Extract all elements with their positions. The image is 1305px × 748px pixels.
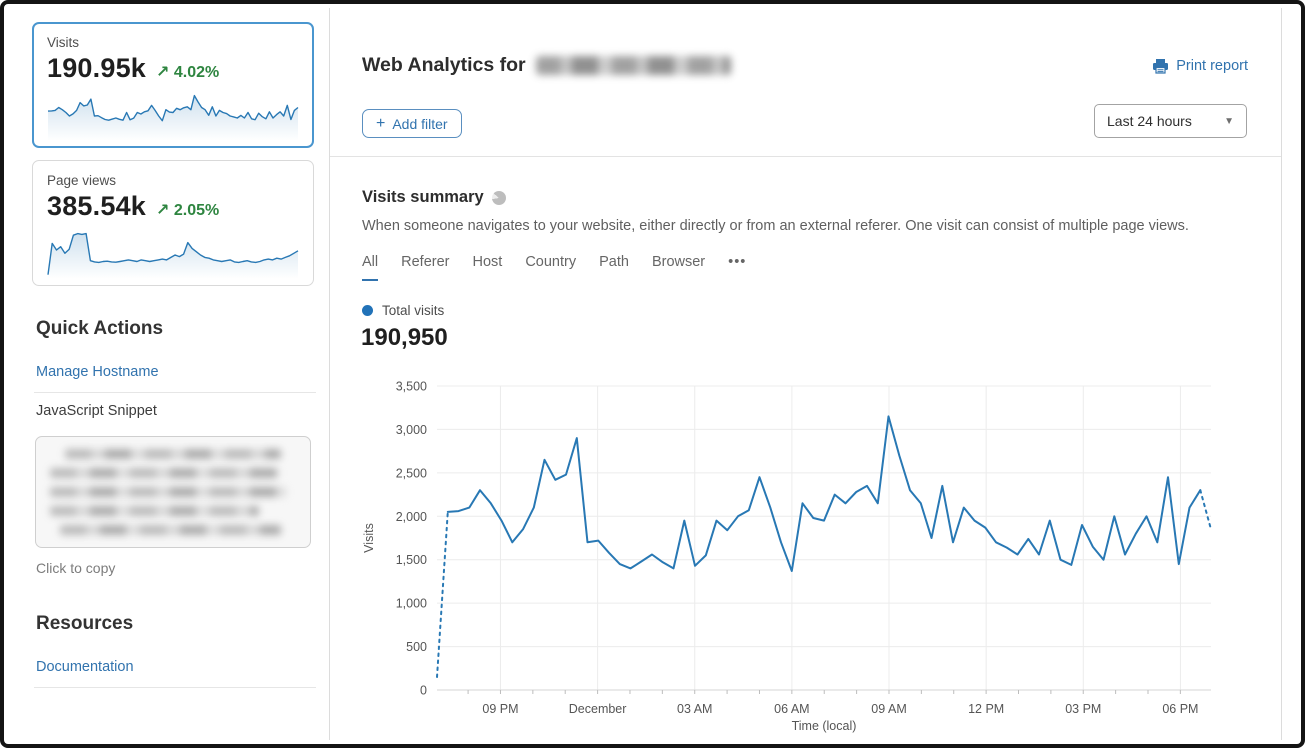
summary-tabs: All Referer Host Country Path Browser ••…: [362, 254, 746, 281]
svg-text:09 PM: 09 PM: [482, 702, 518, 716]
redacted-code-line: [50, 506, 260, 516]
pageviews-card-label: Page views: [47, 173, 117, 188]
tab-browser[interactable]: Browser: [651, 254, 706, 270]
svg-text:2,500: 2,500: [396, 466, 427, 480]
legend-dot-icon: [362, 305, 373, 316]
main-panel-right-border: [1281, 8, 1282, 740]
main-panel: Web Analytics for Print report + Add fil…: [330, 4, 1281, 744]
pageviews-card-value: 385.54k: [47, 191, 146, 221]
sidebar-divider: [34, 687, 316, 688]
svg-text:06 AM: 06 AM: [774, 702, 809, 716]
redacted-code-line: [50, 487, 287, 497]
tab-all[interactable]: All: [362, 254, 379, 281]
visits-card-label: Visits: [47, 35, 80, 50]
redacted-code-line: [59, 525, 282, 535]
svg-text:3,000: 3,000: [396, 423, 427, 437]
svg-text:December: December: [569, 702, 627, 716]
page-title: Web Analytics for: [362, 54, 526, 76]
help-pie-icon[interactable]: [491, 190, 506, 205]
resources-heading: Resources: [36, 613, 134, 634]
redacted-code-line: [50, 468, 279, 478]
svg-text:500: 500: [406, 640, 427, 654]
print-report-button[interactable]: Print report: [1152, 58, 1248, 74]
redacted-domain-name: [535, 56, 731, 75]
js-snippet-label: JavaScript Snippet: [36, 403, 157, 419]
chart-legend: Total visits: [362, 303, 444, 318]
svg-text:06 PM: 06 PM: [1162, 702, 1198, 716]
sidebar-main-divider: [329, 8, 330, 740]
tab-host[interactable]: Host: [472, 254, 503, 270]
time-range-value: Last 24 hours: [1107, 113, 1192, 129]
svg-text:3,500: 3,500: [396, 380, 427, 394]
legend-label: Total visits: [382, 303, 445, 318]
redacted-code-line: [64, 449, 282, 459]
sidebar-divider: [34, 392, 316, 393]
click-to-copy-hint: Click to copy: [36, 560, 116, 576]
trend-up-arrow-icon: ↗: [156, 64, 170, 81]
header-divider: [330, 156, 1281, 157]
tab-referer[interactable]: Referer: [401, 254, 450, 270]
svg-text:1,000: 1,000: [396, 597, 427, 611]
svg-text:0: 0: [420, 684, 427, 698]
svg-text:Time (local): Time (local): [792, 719, 857, 733]
visits-line-chart: 0 500 1,000 1,500 2,000 2,500 3,000 3,500 09 PM D…: [359, 376, 1221, 734]
svg-text:2,000: 2,000: [396, 510, 427, 524]
svg-text:09 AM: 09 AM: [871, 702, 906, 716]
add-filter-button[interactable]: + Add filter: [362, 109, 462, 138]
chevron-down-icon: ▼: [1224, 115, 1234, 127]
quick-actions-heading: Quick Actions: [36, 318, 164, 339]
documentation-link[interactable]: Documentation: [36, 659, 134, 675]
total-visits-value: 190,950: [361, 324, 448, 351]
line-chart-svg: 0 500 1,000 1,500 2,000 2,500 3,000 3,500 09 PM D…: [362, 380, 1212, 733]
pageviews-card-trend: ↗ 2.05%: [156, 202, 220, 219]
svg-text:03 PM: 03 PM: [1065, 702, 1101, 716]
pageviews-sparkline-chart: [47, 232, 299, 279]
add-filter-label: Add filter: [392, 115, 448, 132]
svg-text:12 PM: 12 PM: [968, 702, 1004, 716]
svg-text:1,500: 1,500: [396, 553, 427, 567]
js-snippet-code-box[interactable]: [35, 436, 311, 548]
svg-text:03 AM: 03 AM: [677, 702, 712, 716]
visits-card-trend: ↗ 4.02%: [156, 64, 220, 81]
trend-up-arrow-icon: ↗: [156, 202, 170, 219]
time-range-dropdown[interactable]: Last 24 hours ▼: [1094, 104, 1247, 138]
tabs-more-button[interactable]: •••: [728, 254, 747, 270]
visits-card-value: 190.95k: [47, 53, 146, 83]
visits-summary-heading: Visits summary: [362, 188, 484, 206]
printer-icon: [1153, 59, 1169, 74]
print-report-label: Print report: [1176, 58, 1248, 74]
tab-path[interactable]: Path: [599, 254, 629, 270]
manage-hostname-link[interactable]: Manage Hostname: [36, 364, 159, 380]
pageviews-metric-card[interactable]: Page views 385.54k ↗ 2.05%: [32, 160, 314, 286]
svg-text:Visits: Visits: [362, 523, 376, 553]
plus-icon: +: [376, 114, 386, 132]
visits-metric-card[interactable]: Visits 190.95k ↗ 4.02%: [32, 22, 314, 148]
visits-summary-description: When someone navigates to your website, …: [362, 218, 1189, 234]
sidebar: Visits 190.95k ↗ 4.02% Page views 385.54…: [32, 4, 316, 744]
visits-sparkline-chart: [47, 94, 299, 141]
tab-country[interactable]: Country: [525, 254, 577, 270]
